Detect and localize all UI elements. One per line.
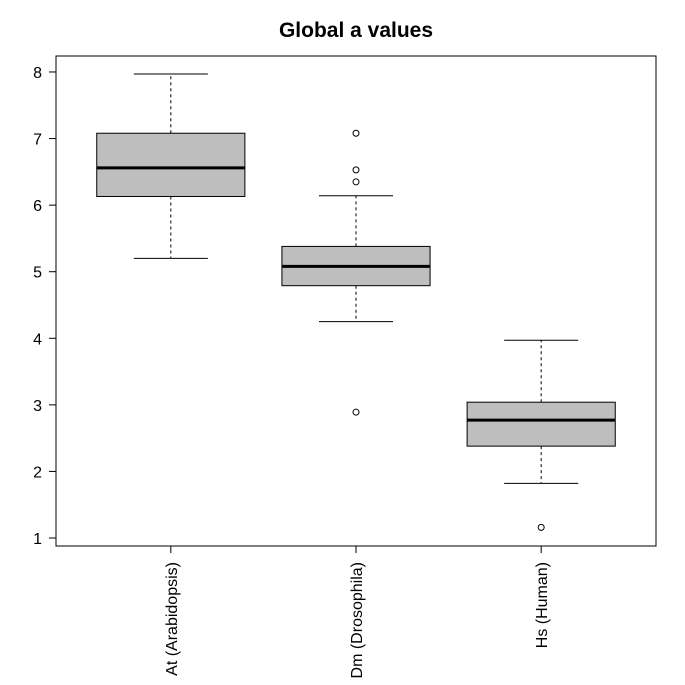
- x-tick-label: Dm (Drosophila): [349, 562, 366, 678]
- outlier: [352, 166, 360, 174]
- y-tick-label: 1: [33, 531, 42, 548]
- y-tick-label: 4: [33, 331, 42, 348]
- y-tick-label: 2: [33, 464, 42, 481]
- y-tick-label: 6: [33, 198, 42, 215]
- x-tick-label: Hs (Human): [534, 562, 551, 648]
- outlier: [537, 523, 545, 531]
- y-tick-label: 8: [33, 65, 42, 82]
- plot-frame: [55, 55, 657, 547]
- outlier: [352, 408, 360, 416]
- box: [96, 132, 246, 197]
- y-tick-label: 3: [33, 398, 42, 415]
- y-tick-label: 5: [33, 265, 42, 282]
- y-tick-label: 7: [33, 132, 42, 149]
- chart-title: Global a values: [279, 19, 433, 42]
- box: [466, 401, 616, 447]
- outlier: [352, 129, 360, 137]
- outlier: [352, 178, 360, 186]
- x-tick-label: At (Arabidopsis): [164, 562, 181, 676]
